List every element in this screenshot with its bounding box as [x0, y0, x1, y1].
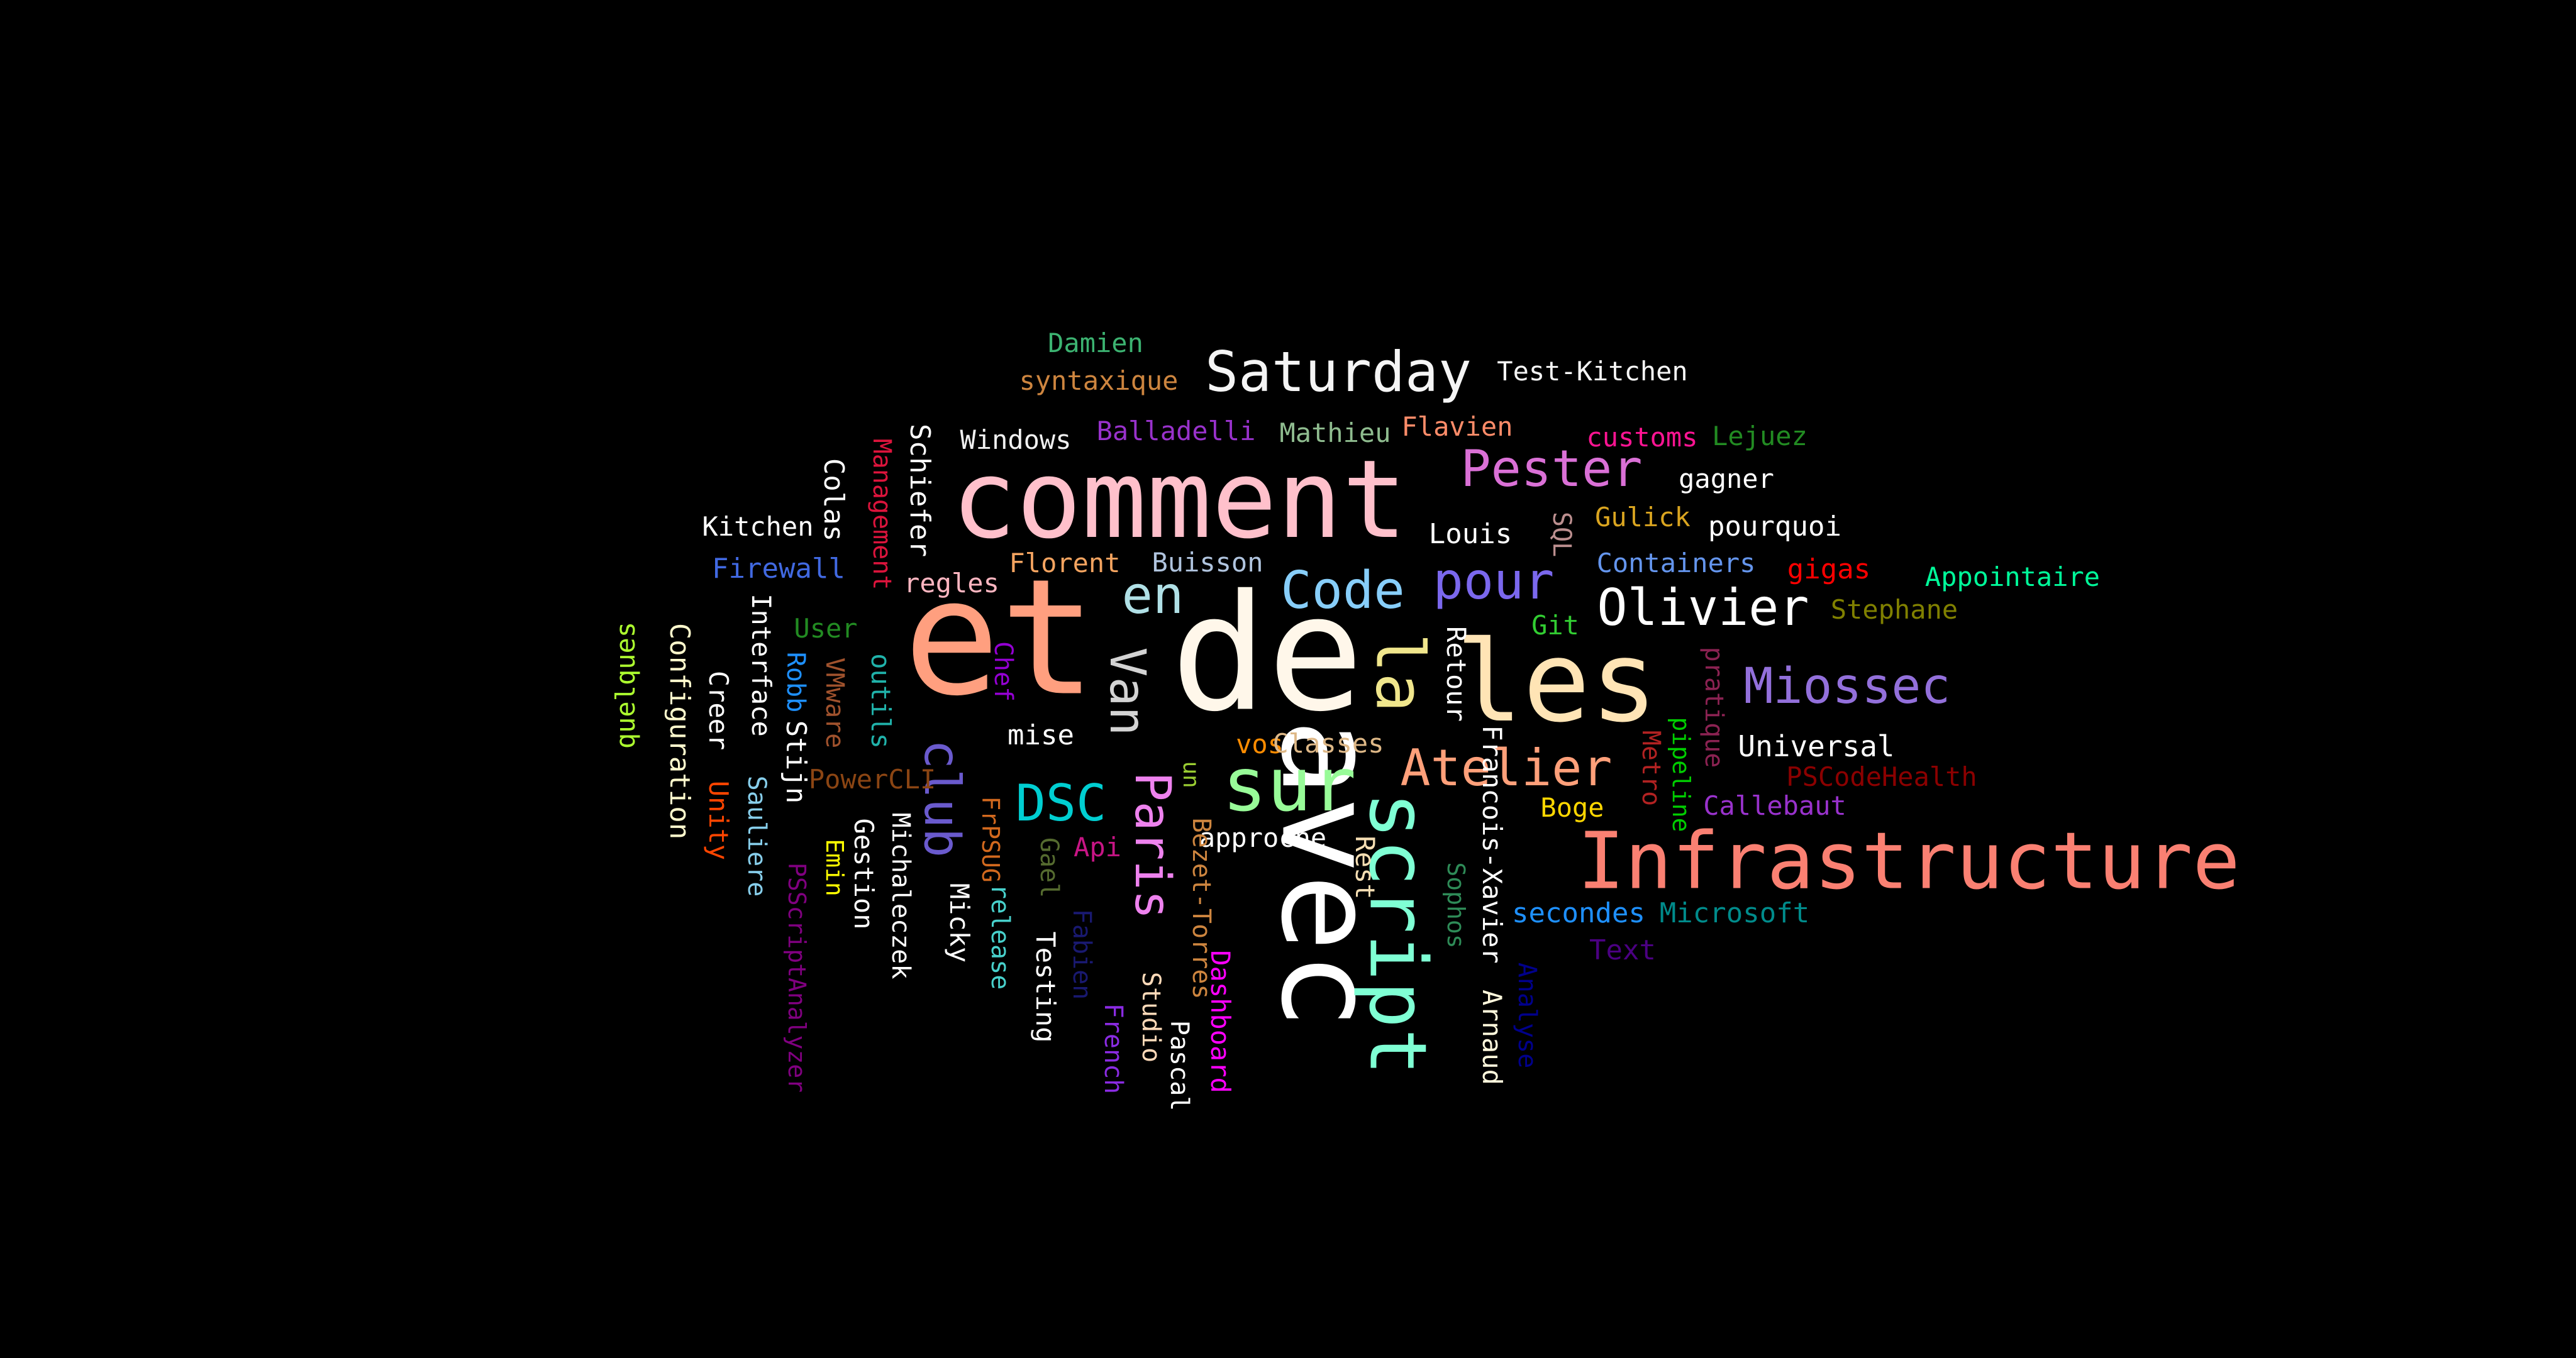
word-retour: Sophos: [1442, 862, 1470, 949]
word-lejuez: Lejuez: [1712, 421, 1807, 451]
word-mathieu: Mathieu: [1279, 417, 1391, 448]
word-colas: Colas: [818, 458, 850, 542]
word-saturday: Saturday: [1205, 340, 1472, 404]
word-text: Boge: [1540, 792, 1604, 823]
word-powercli: Emin: [821, 839, 848, 897]
word-infrastructure: Infrastructure: [1577, 815, 2240, 907]
word-emin: PowerCLI: [808, 764, 936, 795]
word-bezet-torres: Pascal: [1165, 1020, 1194, 1112]
word-et: et: [903, 544, 1097, 732]
word-gigas: gigas: [1787, 553, 1871, 585]
word-sauliere: Sauliere: [742, 775, 771, 897]
word-outils: outils: [865, 653, 896, 749]
word-appointaire: Appointaire: [1924, 561, 2101, 592]
word-code: Code: [1280, 561, 1405, 621]
word-pester: Pester: [1460, 439, 1643, 498]
word-psscriptanalyzer: PSScriptAnalyzer: [783, 862, 811, 1093]
word-release: release: [985, 883, 1014, 990]
word-syntaxique: syntaxique: [1019, 365, 1179, 396]
word-firewall: Firewall: [712, 553, 845, 585]
word-vmware: VMware: [820, 657, 849, 749]
word-classes: approche: [1199, 822, 1327, 853]
word-microsoft: Text: [1589, 934, 1656, 966]
word-pourquoi: pourquoi: [1708, 511, 1841, 543]
word-de: de: [1170, 560, 1364, 748]
word-balladelli: Balladelli: [1096, 416, 1256, 446]
word-stephane: Stephane: [1830, 594, 1958, 625]
word-management: Management: [867, 438, 896, 590]
word-unity: Unity: [703, 780, 734, 861]
word-gagner: gagner: [1679, 463, 1774, 494]
word-olivier: Olivier: [1597, 578, 1809, 637]
word-containers: Containers: [1596, 548, 1756, 578]
word-stijn: Stijn: [780, 720, 812, 804]
word-club: club: [913, 739, 970, 858]
word-approche: Studio: [1136, 971, 1165, 1063]
word-gestion: Gestion: [848, 818, 879, 930]
word-pour: pour: [1433, 552, 1555, 610]
word-analyse: secondes: [1512, 897, 1645, 929]
word-fabien: Fabien: [1067, 908, 1096, 1000]
word-gulick: Gulick: [1595, 502, 1690, 533]
word-flavien: Flavien: [1401, 411, 1513, 442]
word-dashboard: Rest: [1350, 836, 1380, 900]
word-french: French: [1099, 1003, 1128, 1095]
word-florent: Florent: [1009, 548, 1121, 578]
word-windows: Windows: [960, 424, 1072, 455]
word-louis: Louis: [1428, 518, 1513, 550]
word-kitchen: Kitchen: [702, 511, 814, 542]
word-mise: un: [1178, 761, 1204, 788]
word-atelier: Atelier: [1400, 739, 1613, 797]
word-les: les: [1455, 617, 1658, 747]
word-interface: Interface: [746, 593, 777, 737]
word-dsc: DSC: [1015, 774, 1107, 832]
word-michaleczek: Michaleczek: [886, 812, 915, 980]
word-comment: comment: [951, 436, 1407, 563]
word-sql: SQL: [1547, 511, 1576, 558]
word-frpsug: FrPSUG: [977, 796, 1004, 883]
word-testing: Testing: [1030, 931, 1061, 1043]
word-la: la: [1361, 632, 1438, 713]
word-pipeline: pratique: [1699, 646, 1728, 768]
word-gael: Gael: [1035, 837, 1063, 898]
word-robb: Robb: [781, 651, 810, 713]
word-sophos: Francois-Xavier: [1477, 725, 1507, 964]
word-arnaud: Analyse: [1513, 962, 1541, 1069]
word-boge: Metro: [1636, 730, 1665, 807]
word-customs: customs: [1586, 422, 1698, 453]
word-francois-xavier: Arnaud: [1477, 990, 1507, 1085]
word-metro: pipeline: [1667, 717, 1695, 832]
word-schiefer: Schiefer: [904, 424, 936, 557]
word-callebaut: Universal: [1738, 729, 1895, 763]
word-user: User: [794, 613, 858, 644]
word-script: script: [1352, 792, 1443, 1076]
word-buisson: Buisson: [1152, 547, 1263, 578]
word-un: vos: [1236, 729, 1284, 759]
word-chef: Chef: [989, 641, 1018, 702]
word-api: Api: [1074, 832, 1121, 863]
word-van: Van: [1099, 647, 1155, 736]
word-git: Git: [1531, 610, 1579, 641]
word-pascal: Dashboard: [1205, 950, 1236, 1093]
word-damien: Damien: [1048, 328, 1143, 358]
word-micky: Micky: [944, 883, 975, 963]
word-quelques: quelques: [610, 621, 641, 749]
word-universal: PSCodeHealth: [1786, 761, 1977, 792]
word-rest: Retour: [1441, 626, 1472, 722]
word-pratique: Callebaut: [1703, 790, 1846, 821]
word-creer: Creer: [703, 670, 734, 751]
word-test-kitchen: Test-Kitchen: [1497, 356, 1688, 387]
word-configuration: Configuration: [663, 622, 696, 840]
word-dibot: mise: [1008, 719, 1074, 751]
word-sur: sur: [1222, 741, 1357, 828]
word-miossec: Miossec: [1743, 658, 1951, 715]
word-vos: Classes: [1272, 728, 1384, 759]
word-secondes: Microsoft: [1659, 897, 1810, 929]
word-en: en: [1121, 566, 1184, 626]
word-regles: regles: [904, 568, 999, 599]
word-paris: Paris: [1124, 771, 1180, 920]
